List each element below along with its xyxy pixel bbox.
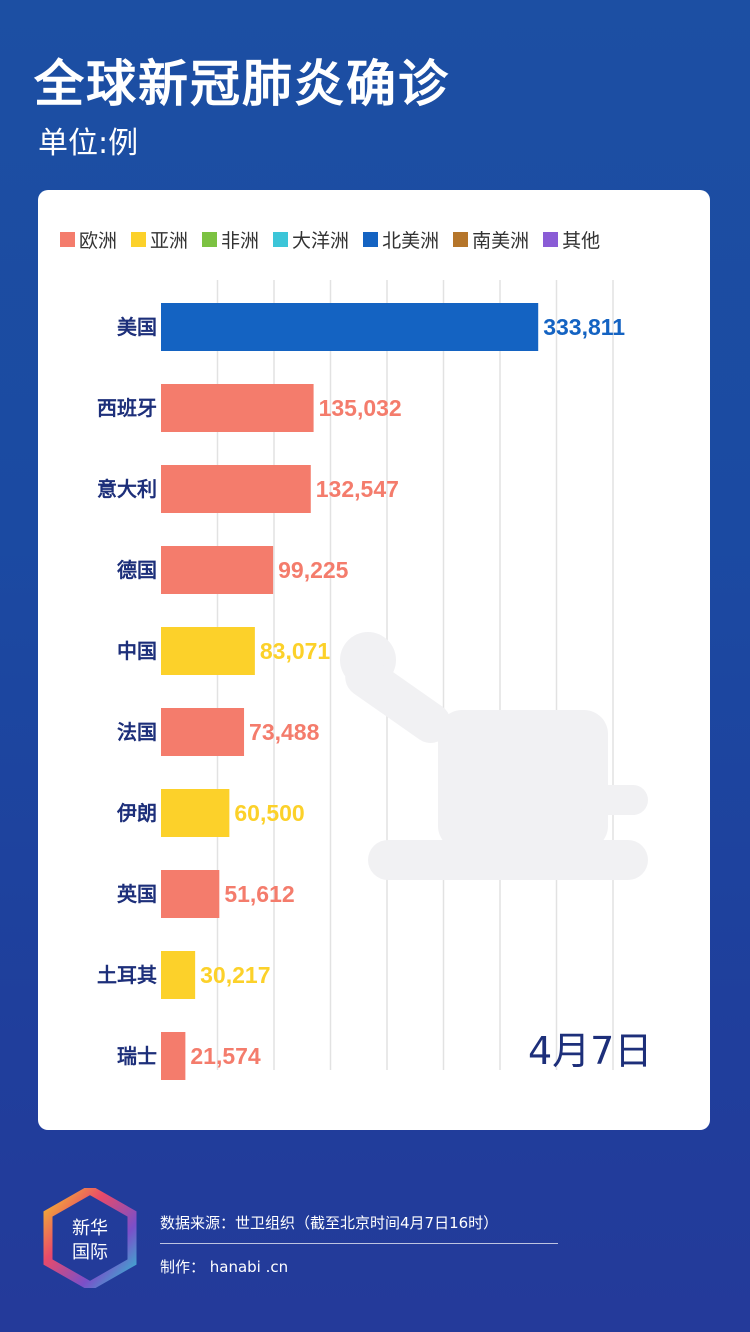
category-label: 土耳其 xyxy=(97,963,157,987)
legend-label: 北美洲 xyxy=(382,230,440,252)
category-label: 法国 xyxy=(117,720,157,744)
bar xyxy=(161,870,220,918)
category-label: 德国 xyxy=(117,558,157,582)
date-label: 4月7日 xyxy=(528,1029,653,1073)
category-label: 意大利 xyxy=(97,477,157,501)
category-label: 伊朗 xyxy=(116,801,157,825)
unit-label: 单位:例 xyxy=(38,126,139,161)
bar xyxy=(161,1032,186,1080)
value-label: 99,225 xyxy=(278,557,349,583)
value-label: 83,071 xyxy=(260,638,331,664)
legend-item: 北美洲 xyxy=(363,226,439,253)
bar xyxy=(161,951,196,999)
category-label: 西班牙 xyxy=(97,396,157,420)
bar-chart: 美国 333,811 西班牙 135,032 意大利 132,547 德国 99,225 中国 8… xyxy=(97,280,648,1080)
watermark-illustration xyxy=(340,632,648,880)
category-label: 英国 xyxy=(117,882,157,906)
bar xyxy=(161,627,255,675)
maker-credit: 制作： hanabi .cn xyxy=(160,1258,289,1276)
bar xyxy=(161,546,274,594)
value-label: 73,488 xyxy=(249,719,320,745)
legend-label: 欧洲 xyxy=(79,230,118,252)
bar xyxy=(161,789,230,837)
legend-item: 欧洲 xyxy=(60,226,117,253)
logo-text-bottom: 国际 xyxy=(72,1242,108,1263)
legend-item: 大洋洲 xyxy=(273,226,349,253)
category-label: 中国 xyxy=(117,639,157,663)
legend-item: 非洲 xyxy=(202,226,259,253)
logo-text-top: 新华 xyxy=(72,1218,108,1239)
chart-panel: 欧洲 亚洲 非洲 大洋洲 北美洲 南美洲 其他 美国 333,811 西班牙 135,032 意大利… xyxy=(38,190,710,1130)
legend-item: 亚洲 xyxy=(131,226,188,253)
legend-item: 南美洲 xyxy=(453,226,529,253)
page-title: 全球新冠肺炎确诊 xyxy=(34,55,450,113)
legend-label: 大洋洲 xyxy=(292,230,350,252)
legend-label: 亚洲 xyxy=(150,230,189,252)
xinhua-logo: 新华 国际 xyxy=(43,1188,137,1288)
value-label: 132,547 xyxy=(316,476,399,502)
category-label: 瑞士 xyxy=(117,1044,157,1068)
legend-swatch xyxy=(273,232,289,247)
bar xyxy=(161,465,311,513)
data-source: 数据来源：世卫组织（截至北京时间4月7日16时） xyxy=(160,1214,499,1232)
value-label: 333,811 xyxy=(543,314,625,340)
category-label: 美国 xyxy=(117,315,157,339)
chart-legend: 欧洲 亚洲 非洲 大洋洲 北美洲 南美洲 其他 xyxy=(60,226,600,253)
value-label: 21,574 xyxy=(190,1043,261,1069)
legend-swatch xyxy=(202,232,218,247)
bar xyxy=(161,303,539,351)
bar xyxy=(161,384,314,432)
footer-divider xyxy=(160,1243,558,1244)
legend-swatch xyxy=(363,232,379,247)
bar xyxy=(161,708,245,756)
value-label: 30,217 xyxy=(200,962,270,988)
value-label: 135,032 xyxy=(319,395,402,421)
legend-swatch xyxy=(453,232,469,247)
legend-label: 其他 xyxy=(562,230,601,252)
value-label: 60,500 xyxy=(234,800,304,826)
value-label: 51,612 xyxy=(224,881,294,907)
legend-swatch xyxy=(131,232,147,247)
legend-swatch xyxy=(60,232,75,247)
legend-label: 南美洲 xyxy=(472,230,530,252)
legend-label: 非洲 xyxy=(221,230,260,252)
legend-item: 其他 xyxy=(543,226,600,253)
legend-swatch xyxy=(543,232,559,247)
